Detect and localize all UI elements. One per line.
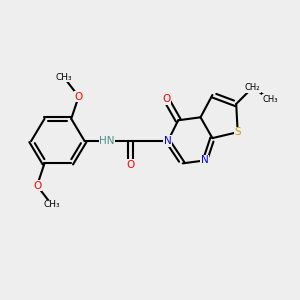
Text: CH₃: CH₃: [56, 73, 72, 82]
Text: CH₃: CH₃: [44, 200, 60, 209]
Text: O: O: [162, 94, 170, 104]
Text: CH₃: CH₃: [262, 95, 278, 104]
Text: N: N: [201, 155, 209, 165]
Text: O: O: [127, 160, 135, 170]
Text: CH₂: CH₂: [245, 83, 260, 92]
Text: O: O: [33, 181, 41, 191]
Text: O: O: [74, 92, 83, 101]
Text: N: N: [164, 136, 172, 146]
Text: S: S: [234, 127, 241, 137]
Text: HN: HN: [99, 136, 115, 146]
